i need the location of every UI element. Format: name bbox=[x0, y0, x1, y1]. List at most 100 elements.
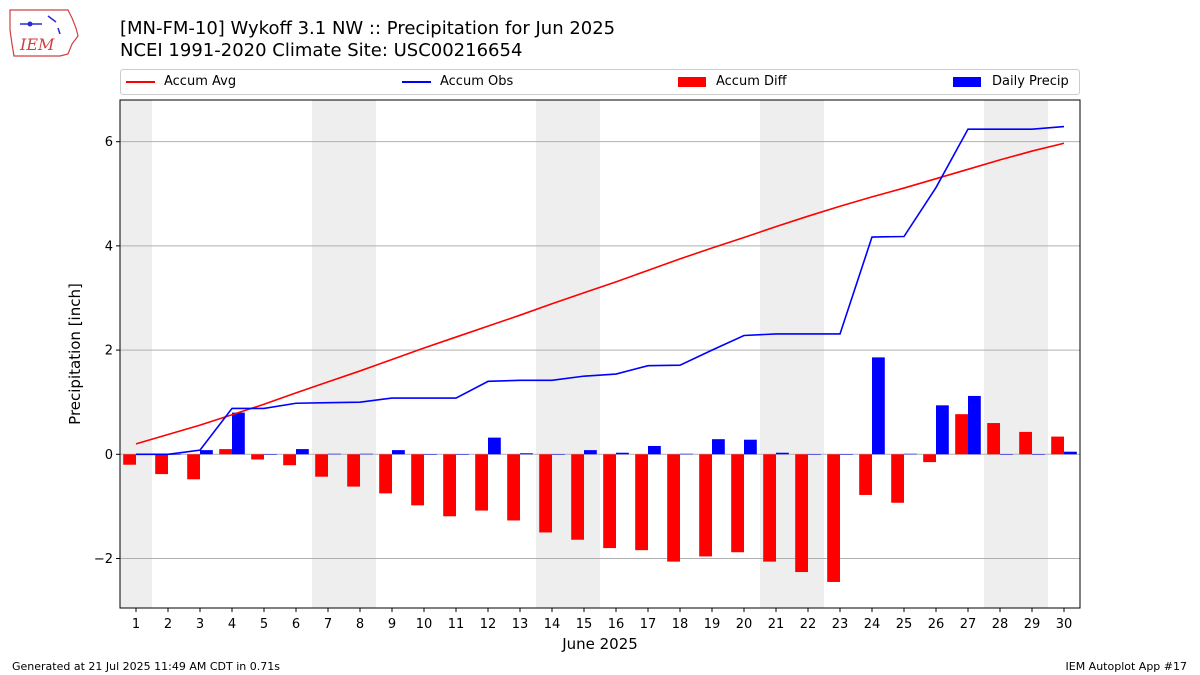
accum-diff-bar bbox=[411, 454, 424, 506]
daily-precip-bar bbox=[648, 445, 661, 455]
accum-diff-bar bbox=[955, 414, 968, 455]
daily-precip-bar bbox=[1000, 454, 1013, 455]
weekend-shade bbox=[984, 100, 1048, 608]
legend-swatch-daily-precip bbox=[953, 77, 981, 87]
daily-precip-bar bbox=[1032, 454, 1045, 455]
accum-diff-bar bbox=[859, 454, 872, 495]
x-tick-label: 8 bbox=[356, 617, 364, 632]
legend-label-accum-diff: Accum Diff bbox=[716, 74, 787, 89]
chart-legend: Accum Avg Accum Obs Accum Diff Daily Pre… bbox=[120, 69, 1080, 95]
daily-precip-bar bbox=[488, 437, 501, 455]
accum-diff-bar bbox=[795, 454, 808, 573]
daily-precip-bar bbox=[200, 450, 213, 455]
accum-diff-bar bbox=[379, 454, 392, 494]
x-tick-label: 3 bbox=[196, 617, 204, 632]
x-tick-label: 4 bbox=[228, 617, 236, 632]
daily-precip-bar bbox=[744, 439, 757, 455]
daily-precip-bar bbox=[456, 454, 469, 455]
x-tick-label: 11 bbox=[448, 617, 465, 632]
daily-precip-bar bbox=[168, 454, 181, 455]
accum-diff-bar bbox=[443, 454, 456, 517]
weekend-shade bbox=[120, 100, 152, 608]
accum-diff-bar bbox=[1019, 431, 1032, 455]
accum-diff-bar bbox=[283, 454, 296, 466]
x-tick-label: 12 bbox=[480, 617, 497, 632]
daily-precip-bar bbox=[840, 454, 853, 455]
x-tick-label: 28 bbox=[992, 617, 1009, 632]
legend-label-accum-avg: Accum Avg bbox=[164, 74, 237, 89]
x-tick-label: 10 bbox=[416, 617, 433, 632]
x-tick-label: 21 bbox=[768, 617, 785, 632]
y-tick-label: −2 bbox=[94, 552, 113, 567]
accum-diff-bar bbox=[667, 454, 680, 562]
accum-diff-bar bbox=[763, 454, 776, 562]
accum-diff-bar bbox=[1051, 436, 1064, 455]
daily-precip-bar bbox=[584, 450, 597, 455]
accum-diff-bar bbox=[507, 454, 520, 521]
x-tick-label: 23 bbox=[832, 617, 849, 632]
accum-diff-bar bbox=[731, 454, 744, 553]
accum-diff-bar bbox=[923, 454, 936, 463]
accum-diff-bar bbox=[315, 454, 328, 477]
plot-frame bbox=[119, 99, 1081, 609]
x-tick-label: 17 bbox=[640, 617, 657, 632]
x-tick-label: 7 bbox=[324, 617, 332, 632]
accum-diff-bar bbox=[123, 454, 136, 465]
accum-diff-bar bbox=[347, 454, 360, 487]
daily-precip-bar bbox=[360, 453, 373, 455]
chart-title: [MN-FM-10] Wykoff 3.1 NW :: Precipitatio… bbox=[120, 18, 615, 62]
daily-precip-bar bbox=[424, 454, 437, 455]
daily-precip-bar bbox=[872, 357, 885, 455]
daily-precip-bar bbox=[936, 405, 949, 455]
x-tick-label: 1 bbox=[132, 617, 140, 632]
x-tick-label: 13 bbox=[512, 617, 529, 632]
accum-diff-bar bbox=[571, 454, 584, 540]
x-tick-label: 5 bbox=[260, 617, 268, 632]
title-line-1: [MN-FM-10] Wykoff 3.1 NW :: Precipitatio… bbox=[120, 18, 616, 39]
x-tick-label: 18 bbox=[672, 617, 689, 632]
accum-obs-line bbox=[136, 125, 1065, 456]
legend-swatch-accum-diff bbox=[678, 77, 706, 87]
accum-diff-bar bbox=[219, 449, 232, 455]
x-tick-label: 27 bbox=[960, 617, 977, 632]
daily-precip-bar bbox=[264, 454, 277, 455]
x-axis-label: June 2025 bbox=[561, 635, 638, 653]
footer-app-id: IEM Autoplot App #17 bbox=[1065, 660, 1188, 673]
x-tick-label: 24 bbox=[864, 617, 881, 632]
daily-precip-bar bbox=[520, 453, 533, 455]
daily-precip-bar bbox=[296, 449, 309, 455]
accum-diff-bar bbox=[827, 454, 840, 582]
x-tick-label: 30 bbox=[1056, 617, 1073, 632]
legend-label-accum-obs: Accum Obs bbox=[440, 74, 514, 89]
accum-diff-bar bbox=[987, 423, 1000, 455]
daily-precip-bar bbox=[712, 439, 725, 455]
y-tick-label: 0 bbox=[105, 448, 113, 463]
accum-diff-bar bbox=[155, 454, 168, 475]
accum-diff-bar bbox=[251, 454, 264, 460]
x-tick-label: 22 bbox=[800, 617, 817, 632]
daily-precip-bar bbox=[776, 452, 789, 455]
accum-diff-bar bbox=[635, 454, 648, 551]
daily-precip-bar bbox=[328, 453, 341, 455]
daily-precip-bar bbox=[616, 452, 629, 455]
accum-avg-line bbox=[135, 142, 1065, 445]
iem-logo: IEM bbox=[9, 9, 79, 57]
daily-precip-bar bbox=[552, 454, 565, 455]
y-axis-label: Precipitation [inch] bbox=[66, 283, 84, 425]
accum-diff-bar bbox=[603, 454, 616, 549]
daily-precip-bar bbox=[232, 412, 245, 455]
y-tick-label: 6 bbox=[105, 135, 113, 150]
footer-generated: Generated at 21 Jul 2025 11:49 AM CDT in… bbox=[12, 660, 280, 673]
daily-precip-bar bbox=[392, 450, 405, 455]
accum-diff-bar bbox=[475, 454, 488, 511]
iowa-outline-icon bbox=[9, 9, 79, 57]
accum-diff-bar bbox=[699, 454, 712, 557]
legend-swatch-accum-avg bbox=[126, 81, 155, 83]
accum-diff-bar bbox=[891, 454, 904, 503]
logo-text: IEM bbox=[19, 35, 55, 54]
x-tick-label: 25 bbox=[896, 617, 913, 632]
accum-diff-bar bbox=[187, 454, 200, 480]
legend-label-daily-precip: Daily Precip bbox=[992, 74, 1069, 89]
x-tick-label: 9 bbox=[388, 617, 396, 632]
